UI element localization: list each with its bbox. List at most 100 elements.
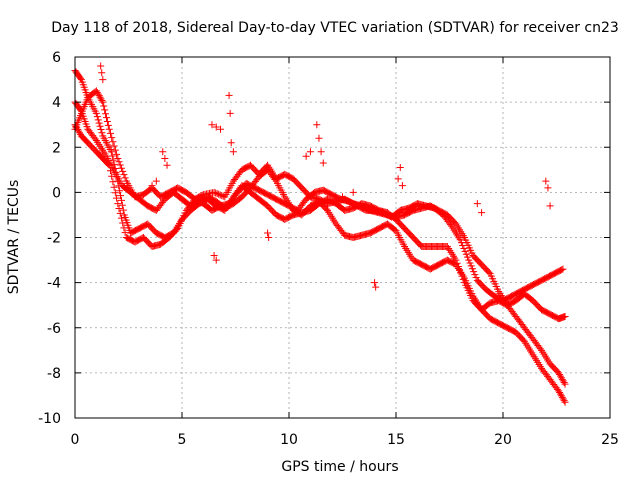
interp-marker: [104, 121, 112, 129]
interp-marker: [472, 273, 480, 281]
interp-marker: [116, 209, 124, 217]
interp-marker: [95, 119, 103, 127]
x-tick-label: 10: [280, 432, 298, 448]
data-point: [105, 125, 113, 133]
data-point: [265, 234, 273, 241]
data-point: [107, 148, 115, 156]
data-point: [97, 62, 105, 70]
y-tick-label: 0: [52, 185, 61, 201]
interp-marker: [120, 171, 128, 179]
data-point: [163, 161, 171, 169]
interp-marker: [466, 259, 474, 267]
interp-marker: [271, 175, 279, 183]
interp-marker: [100, 102, 108, 110]
interp-marker: [91, 135, 99, 143]
data-point: [159, 148, 167, 156]
interp-marker: [121, 174, 129, 182]
interp-marker: [119, 219, 127, 227]
interp-marker: [457, 239, 465, 247]
interp-marker: [117, 164, 125, 172]
data-point: [546, 202, 554, 210]
interp-marker: [118, 201, 126, 209]
interp-marker: [119, 206, 127, 214]
interp-marker: [467, 262, 475, 270]
interp-marker: [172, 226, 180, 234]
data-point: [396, 164, 404, 172]
interp-marker: [102, 110, 110, 118]
data-point: [315, 134, 323, 142]
interp-marker: [115, 204, 123, 212]
interp-marker: [93, 113, 101, 121]
y-tick-label: -2: [47, 231, 61, 247]
interp-marker: [110, 142, 118, 150]
interp-marker: [560, 379, 568, 387]
interp-marker: [115, 158, 123, 166]
data-point: [212, 256, 220, 264]
interp-marker: [471, 271, 479, 279]
data-point: [372, 283, 380, 291]
x-tick-label: 5: [178, 432, 187, 448]
data-point: [217, 125, 225, 133]
data-point: [226, 109, 234, 117]
data-point: [465, 256, 473, 264]
data-point: [339, 193, 346, 201]
interp-marker: [108, 152, 116, 160]
chart-title: Day 118 of 2018, Sidereal Day-to-day VTE…: [51, 20, 619, 36]
interp-marker: [101, 106, 109, 114]
data-point: [478, 209, 486, 217]
interp-marker: [117, 214, 125, 222]
y-tick-label: -10: [38, 411, 61, 427]
interp-marker: [109, 156, 117, 164]
data-point: [208, 121, 216, 129]
x-tick-label: 20: [494, 432, 512, 448]
data-point: [99, 76, 107, 84]
data-point: [473, 200, 481, 208]
x-tick-label: 15: [387, 432, 405, 448]
data-point: [99, 98, 107, 106]
interp-marker: [536, 345, 544, 353]
series-track-3: [71, 121, 567, 305]
interp-marker: [98, 129, 106, 137]
y-tick-label: -6: [47, 321, 61, 337]
interp-marker: [116, 187, 124, 195]
interp-marker: [109, 178, 117, 186]
interp-marker: [461, 247, 469, 255]
y-tick-label: -8: [47, 366, 61, 382]
interp-marker: [213, 190, 221, 198]
data-point: [542, 177, 550, 185]
interp-marker: [117, 196, 125, 204]
data-point: [559, 265, 567, 273]
data-point: [319, 159, 327, 167]
data-point: [98, 69, 106, 77]
grid-lines: [75, 57, 610, 418]
interp-marker: [110, 183, 118, 191]
data-point: [229, 148, 237, 156]
interp-marker: [96, 122, 104, 130]
tick-labels: 0 5 10 15 20 25 -10 -8 -6 -4 -2 0 2 4 6: [38, 50, 619, 448]
interp-marker: [117, 192, 125, 200]
data-point: [456, 236, 464, 244]
axis-ticks: [74, 56, 611, 419]
data-point: [561, 312, 569, 320]
interp-marker: [468, 265, 476, 273]
data-point: [225, 91, 233, 99]
data-point: [561, 398, 569, 406]
data-point: [227, 139, 235, 147]
interp-marker: [485, 268, 493, 276]
data-point: [398, 182, 406, 190]
y-tick-label: 6: [52, 50, 61, 66]
interp-marker: [464, 253, 472, 261]
data-point: [212, 123, 220, 131]
data-point: [161, 155, 169, 163]
y-tick-label: 2: [52, 140, 61, 156]
data-point: [317, 148, 325, 156]
data-point: [313, 121, 321, 129]
data-point: [148, 182, 156, 190]
interp-marker: [98, 97, 106, 105]
interp-marker: [218, 192, 226, 200]
interp-marker: [446, 221, 454, 229]
data-point: [114, 200, 122, 208]
y-tick-label: -4: [47, 276, 61, 292]
data-point: [544, 184, 552, 192]
